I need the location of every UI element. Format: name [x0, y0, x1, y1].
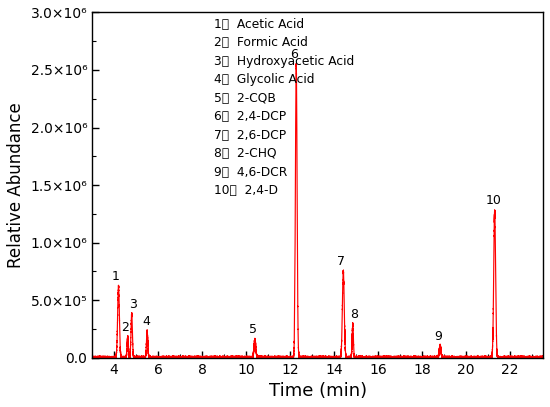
X-axis label: Time (min): Time (min) — [268, 382, 367, 400]
Text: 9: 9 — [434, 330, 442, 343]
Text: 1: 1 — [112, 270, 119, 283]
Text: 6: 6 — [290, 48, 298, 61]
Text: 2: 2 — [122, 321, 129, 334]
Text: 8: 8 — [350, 309, 359, 322]
Text: 5: 5 — [249, 323, 257, 336]
Text: 10: 10 — [486, 195, 502, 208]
Text: 1：  Acetic Acid
2：  Formic Acid
3：  Hydroxyacetic Acid
4：  Glycolic Acid
5：  2-C: 1： Acetic Acid 2： Formic Acid 3： Hydroxy… — [214, 18, 354, 197]
Text: 4: 4 — [142, 315, 150, 328]
Text: 7: 7 — [337, 256, 345, 269]
Text: 3: 3 — [130, 298, 138, 311]
Y-axis label: Relative Abundance: Relative Abundance — [7, 102, 25, 268]
